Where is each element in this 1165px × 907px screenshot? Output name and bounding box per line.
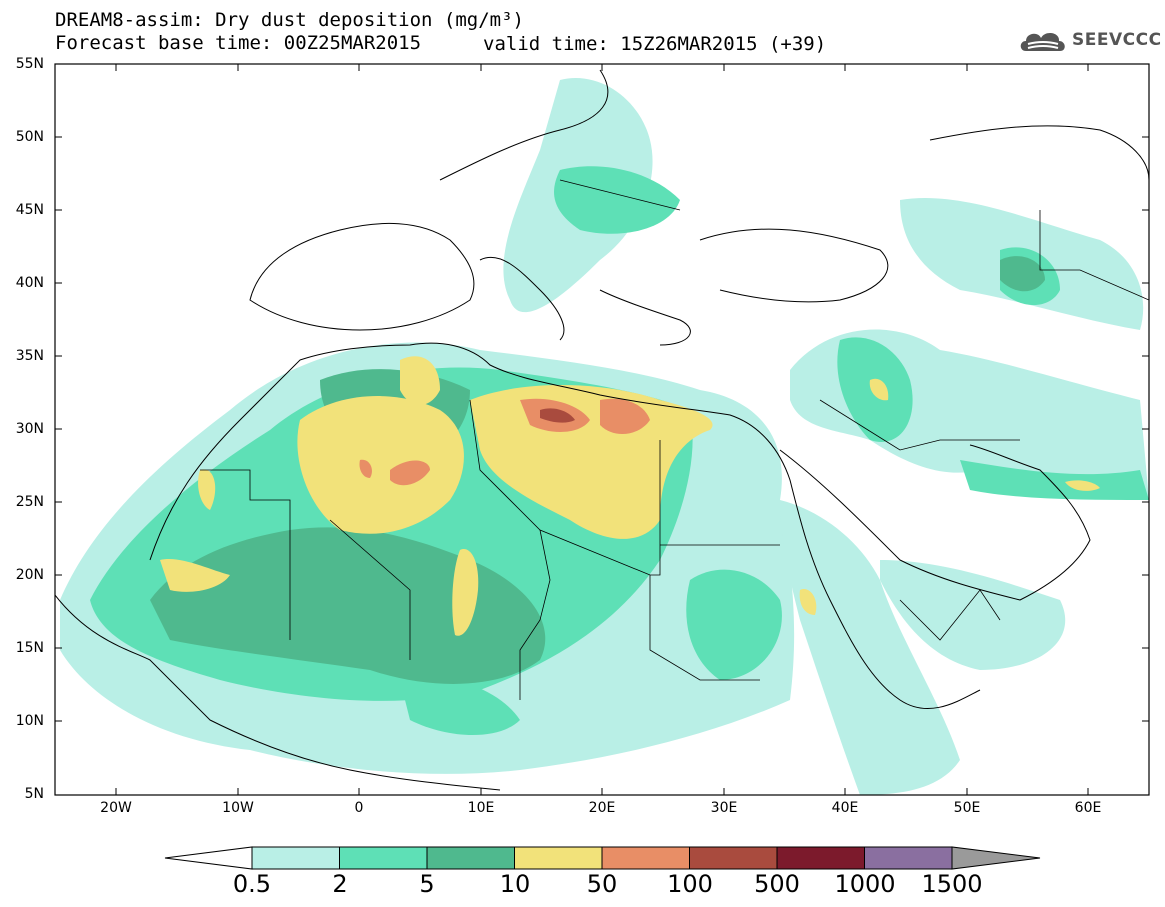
country-borders	[200, 179, 1149, 700]
lat-label: 40N	[15, 275, 44, 291]
lat-label: 50N	[15, 129, 44, 145]
colorbar-under-arrow	[164, 846, 253, 870]
lat-label: 45N	[15, 202, 44, 218]
lon-label: 30E	[710, 800, 738, 816]
coastlines	[55, 69, 1149, 791]
lon-label: 20E	[588, 800, 616, 816]
colorbar-box	[339, 846, 428, 870]
valid-time: valid time: 15Z26MAR2015 (+39)	[483, 33, 827, 55]
lon-label: 10E	[467, 800, 495, 816]
lat-label: 25N	[15, 494, 44, 510]
seevccc-logo: SEEVCCC	[1018, 27, 1162, 53]
axis-ticks	[55, 63, 1149, 795]
legend-label: 10	[499, 870, 531, 898]
lon-label: 20W	[100, 800, 132, 816]
colorbar-box	[689, 846, 778, 870]
legend-label: 1000	[834, 870, 896, 898]
lon-label: 10W	[222, 800, 254, 816]
logo-text: SEEVCCC	[1072, 30, 1162, 50]
dust-level-6	[540, 408, 575, 423]
legend-label: 500	[754, 870, 800, 898]
colorbar-box	[514, 846, 603, 870]
legend-label: 100	[667, 870, 713, 898]
dust-level-5	[359, 398, 650, 486]
colorbar-box	[864, 846, 953, 870]
legend-label: 0.5	[232, 870, 272, 898]
lon-label: 50E	[953, 800, 981, 816]
colorbar-box	[251, 846, 340, 870]
colorbar-box	[426, 846, 515, 870]
lat-label: 10N	[15, 713, 44, 729]
legend-label: 5	[419, 870, 435, 898]
lon-label: 0	[354, 800, 364, 816]
colorbar-box	[776, 846, 865, 870]
chart-title: DREAM8-assim: Dry dust deposition (mg/m³…	[55, 9, 524, 31]
lat-label: 20N	[15, 567, 44, 583]
lon-label: 40E	[831, 800, 859, 816]
legend-label: 1500	[921, 870, 983, 898]
colorbar-box	[601, 846, 690, 870]
lat-label: 30N	[15, 421, 44, 437]
lon-label: 60E	[1074, 800, 1102, 816]
legend-label: 50	[586, 870, 618, 898]
cloud-logo-icon	[1020, 32, 1065, 51]
base-time: Forecast base time: 00Z25MAR2015	[55, 32, 422, 54]
lat-label: 55N	[15, 56, 44, 72]
lat-label: 15N	[15, 640, 44, 656]
colorbar-boxes	[251, 846, 953, 870]
lat-label: 35N	[15, 348, 44, 364]
lat-label: 5N	[24, 786, 44, 802]
legend-label: 2	[332, 870, 348, 898]
colorbar-over-arrow	[951, 846, 1041, 870]
